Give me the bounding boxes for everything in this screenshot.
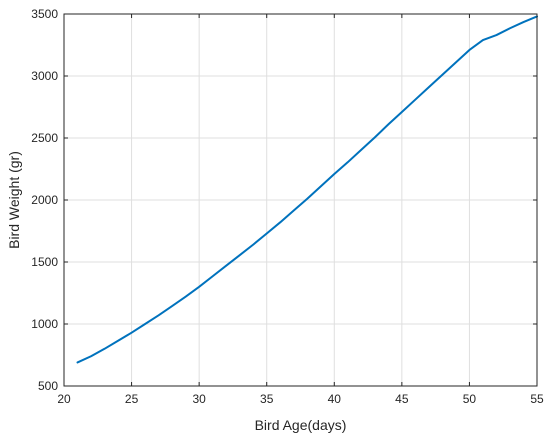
y-axis-ticks: 500 1000 1500 2000 2500 3000 3500 (31, 7, 537, 393)
x-tick-label: 40 (328, 392, 342, 406)
x-axis-title: Bird Age(days) (255, 417, 347, 433)
x-axis-ticks: 20 25 30 35 40 45 50 55 (57, 14, 544, 406)
x-tick-label: 35 (260, 392, 274, 406)
y-axis-title: Bird Weight (gr) (6, 151, 22, 249)
series-line (76, 15, 538, 364)
x-tick-label: 30 (192, 392, 206, 406)
y-tick-label: 2500 (31, 131, 58, 145)
y-tick-label: 500 (38, 379, 58, 393)
x-tick-label: 25 (125, 392, 139, 406)
y-tick-label: 1500 (31, 255, 58, 269)
x-tick-label: 55 (530, 392, 544, 406)
y-tick-label: 3500 (31, 7, 58, 21)
series-layer (76, 15, 538, 364)
grid (63, 13, 538, 387)
y-tick-label: 3000 (31, 69, 58, 83)
x-tick-label: 50 (463, 392, 477, 406)
x-tick-label: 20 (57, 392, 71, 406)
y-tick-label: 2000 (31, 193, 58, 207)
y-tick-label: 1000 (31, 317, 58, 331)
x-tick-label: 45 (395, 392, 409, 406)
